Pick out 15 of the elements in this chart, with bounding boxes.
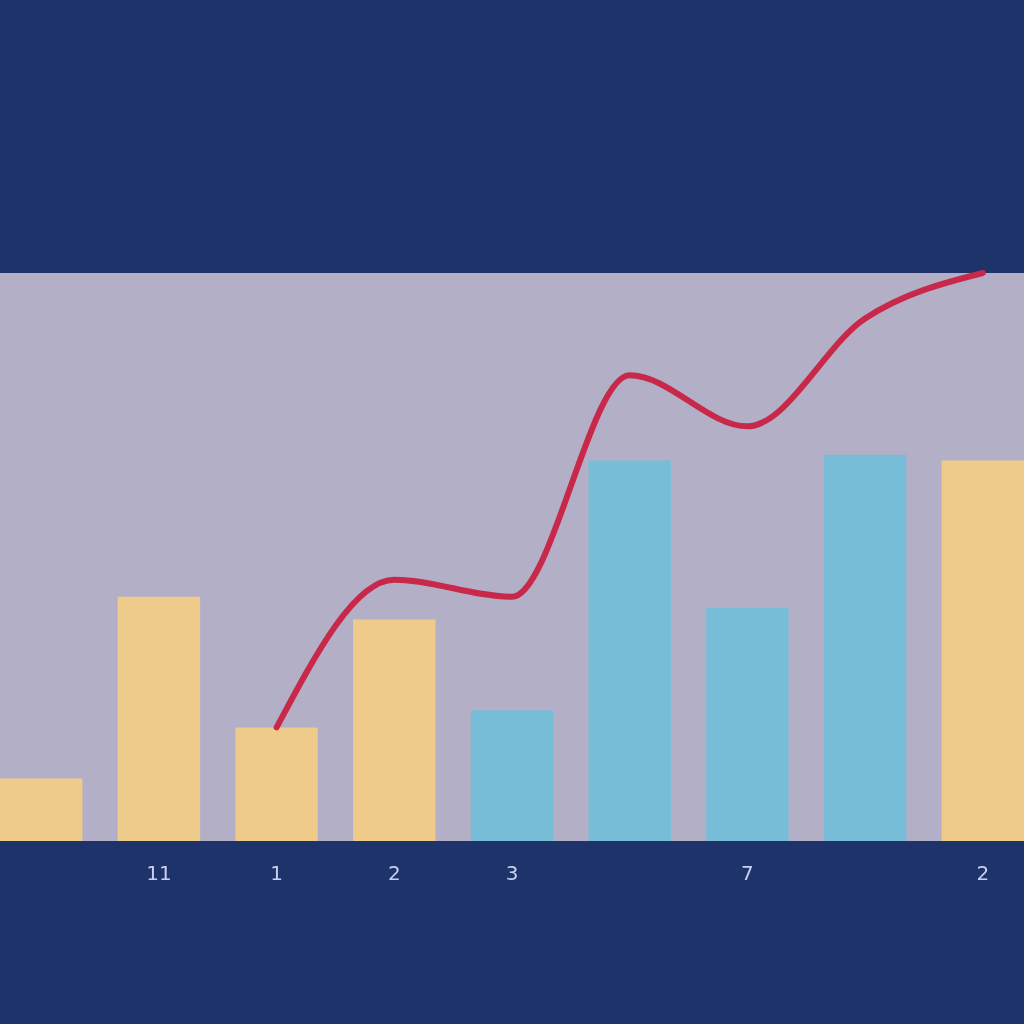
bar <box>941 460 1024 841</box>
x-tick-label: 2 <box>387 860 401 885</box>
x-tick-label: 2 <box>976 860 990 885</box>
bar <box>823 454 907 841</box>
x-tick-label: 1 <box>270 860 283 885</box>
x-tick-label: 7 <box>741 860 754 885</box>
bar <box>588 460 671 841</box>
bar <box>0 778 83 841</box>
x-tick-label: 3 <box>505 860 519 885</box>
bar <box>117 596 201 841</box>
bar <box>706 608 789 841</box>
bar <box>353 619 436 841</box>
bar <box>235 727 318 841</box>
x-tick-label: 11 <box>146 860 172 885</box>
bar <box>470 710 554 841</box>
